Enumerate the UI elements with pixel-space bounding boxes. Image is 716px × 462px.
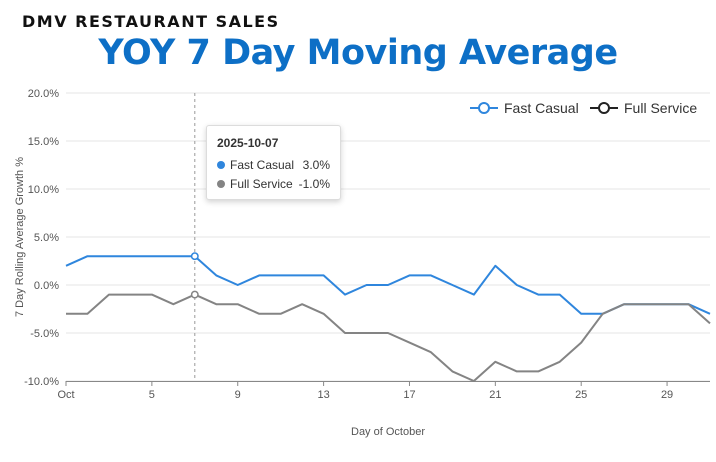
tooltip-series-name: Fast Casual	[230, 157, 295, 172]
series-line-full-service	[66, 293, 711, 382]
tooltip-date: 2025-10-07	[217, 136, 279, 150]
y-tick-label: -5.0%	[30, 328, 59, 340]
x-tick-label: 13	[317, 389, 329, 401]
legend-marker-icon	[598, 102, 610, 114]
tooltip-series-value: 3.0%	[302, 157, 330, 172]
y-tick-label: -10.0%	[24, 376, 59, 388]
y-tick-label: 15.0%	[28, 136, 59, 148]
x-tick-label: Oct	[57, 389, 74, 401]
legend-item-full-service[interactable]: Full Service	[590, 100, 697, 116]
x-tick-label: 29	[661, 389, 673, 401]
x-tick-label: 25	[575, 389, 587, 401]
tooltip-row-fast-casual: Fast Casual 3.0%	[217, 155, 330, 174]
x-tick-label: 17	[403, 389, 415, 401]
legend-item-fast-casual[interactable]: Fast Casual	[470, 100, 579, 116]
tooltip-row-full-service: Full Service -1.0%	[217, 174, 330, 193]
hover-marker	[190, 290, 199, 299]
hover-marker	[190, 252, 199, 261]
legend-marker-icon	[478, 102, 490, 114]
y-tick-label: 0.0%	[34, 280, 59, 292]
full-service-dot-icon	[217, 179, 225, 188]
y-tick-label: 5.0%	[34, 232, 59, 244]
tooltip-series-name: Full Service	[230, 176, 293, 191]
legend-label: Full Service	[624, 100, 697, 116]
y-axis-title: 7 Day Rolling Average Growth %	[14, 157, 26, 317]
y-tick-label: 10.0%	[28, 184, 59, 196]
fast-casual-dot-icon	[217, 160, 225, 169]
x-axis-title: Day of October	[351, 426, 425, 438]
x-tick-label: 21	[489, 389, 501, 401]
chart-title: YOY 7 Day Moving Average	[98, 33, 618, 73]
y-tick-label: 20.0%	[28, 88, 59, 100]
tooltip-series-value: -1.0%	[298, 176, 330, 191]
supertitle: DMV RESTAURANT SALES	[22, 12, 280, 31]
x-tick-label: 9	[235, 389, 241, 401]
x-tick-label: 5	[149, 389, 155, 401]
hover-tooltip: 2025-10-07 Fast Casual 3.0% Full Service…	[206, 125, 341, 200]
legend-label: Fast Casual	[504, 100, 579, 116]
